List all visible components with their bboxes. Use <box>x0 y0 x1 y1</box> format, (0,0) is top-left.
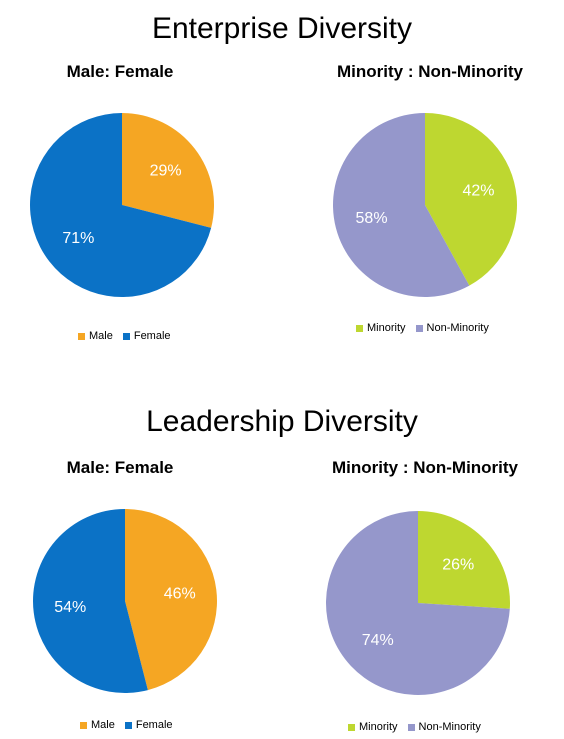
pie-slice-non-minority <box>332 113 470 297</box>
leadership-gender-pie-chart: 46% 54% <box>32 509 217 693</box>
legend-item-non-minority: Non-Minority <box>415 322 489 334</box>
pie-slice-minority <box>418 511 510 609</box>
enterprise-minority-pie-chart: 42% 58% <box>332 113 517 297</box>
slice-label-minority: 42% <box>462 182 494 199</box>
pie-slice-minority <box>425 113 517 286</box>
enterprise-minority-legend: Minority Non-Minority <box>356 322 499 334</box>
legend-item-male: Male <box>80 719 115 731</box>
legend-label: Minority <box>359 721 398 733</box>
leadership-minority-chart-title: Minority : Non-Minority <box>331 458 519 477</box>
enterprise-minority-chart-title: Minority : Non-Minority <box>336 62 524 81</box>
enterprise-gender-chart-title: Male: Female <box>66 62 174 81</box>
enterprise-gender-pie-chart: 29% 71% <box>30 113 215 297</box>
leadership-minority-legend: Minority Non-Minority <box>348 721 491 733</box>
pie-slice-female <box>30 113 212 297</box>
leadership-minority-pie-chart: 26% 74% <box>326 511 510 695</box>
pie-slice-female <box>32 509 148 693</box>
legend-item-male: Male <box>78 330 113 342</box>
slice-label-non-minority: 58% <box>356 210 388 227</box>
legend-label: Male <box>91 719 115 731</box>
leadership-gender-legend: Male Female <box>80 719 183 731</box>
legend-label: Female <box>133 330 171 342</box>
pie-slice-non-minority <box>326 511 510 695</box>
slice-label-non-minority: 74% <box>362 632 394 649</box>
legend-swatch <box>348 723 355 731</box>
legend-swatch <box>122 332 130 340</box>
pie-slice-male <box>125 509 217 691</box>
leadership-diversity-title: Leadership Diversity <box>146 405 418 438</box>
legend-item-female: Female <box>122 330 171 342</box>
pie-slice-male <box>122 113 215 228</box>
legend-swatch <box>78 332 85 340</box>
legend-swatch <box>124 721 132 729</box>
legend-item-minority: Minority <box>356 322 406 334</box>
slice-label-male: 46% <box>164 585 196 602</box>
enterprise-diversity-title: Enterprise Diversity <box>151 12 413 45</box>
legend-item-female: Female <box>124 719 173 731</box>
slice-label-female: 71% <box>62 230 94 247</box>
enterprise-gender-legend: Male Female <box>78 330 181 342</box>
legend-swatch <box>407 723 415 731</box>
slice-label-male: 29% <box>150 162 182 179</box>
legend-item-minority: Minority <box>348 721 398 733</box>
legend-label: Non-Minority <box>426 322 489 334</box>
legend-swatch <box>80 721 87 729</box>
leadership-gender-chart-title: Male: Female <box>66 458 174 477</box>
legend-label: Female <box>135 719 173 731</box>
slice-label-minority: 26% <box>442 556 474 573</box>
slice-label-female: 54% <box>54 599 86 616</box>
legend-label: Non-Minority <box>418 721 481 733</box>
legend-label: Male <box>89 330 113 342</box>
legend-label: Minority <box>367 322 406 334</box>
legend-item-non-minority: Non-Minority <box>407 721 481 733</box>
legend-swatch <box>356 324 363 332</box>
legend-swatch <box>415 324 423 332</box>
